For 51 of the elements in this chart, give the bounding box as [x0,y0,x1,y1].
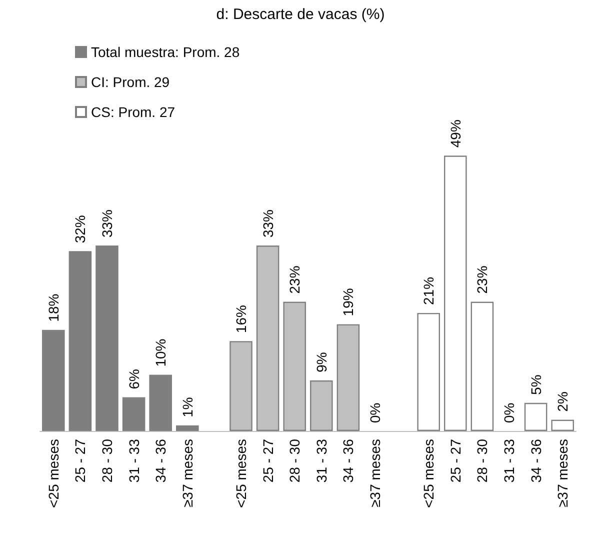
x-tick-label: 34 - 36 [152,438,169,483]
bar [176,425,199,431]
x-tick-label: 31 - 33 [313,438,330,483]
bar [417,312,440,431]
data-label: 10% [152,338,169,367]
bar [122,397,146,431]
bar [68,251,92,431]
data-label: 9% [313,352,330,372]
data-label: 16% [233,305,249,334]
x-tick-label: 28 - 30 [286,438,303,483]
x-tick-label: <25 meses [45,439,62,508]
data-label: 2% [554,392,571,412]
data-label: 33% [99,210,115,238]
x-tick-label: 31 - 33 [126,438,142,483]
x-tick-label: 25 - 27 [260,438,276,483]
data-label: 32% [72,215,88,244]
bar [96,246,118,431]
data-label: 21% [420,276,437,305]
legend-label: CS: Prom. 27 [91,104,176,120]
legend-label: CI: Prom. 29 [91,74,170,90]
data-label: 5% [528,374,544,395]
bar [470,302,494,431]
x-tick-label: ≥37 meses [554,439,571,508]
x-tick-label: 25 - 27 [447,438,464,483]
bar [524,402,548,431]
bar [444,156,467,431]
x-tick-label: ≥37 meses [367,439,383,508]
x-tick-label: 25 - 27 [72,438,88,483]
bar [551,420,574,431]
data-label: 18% [45,294,62,322]
x-tick-label: 31 - 33 [501,438,517,483]
data-label: 23% [474,266,490,294]
x-tick-label: 28 - 30 [99,438,115,483]
data-label: 0% [367,402,383,423]
data-label: 33% [260,210,276,238]
data-label: 6% [126,369,142,390]
bar [149,374,172,431]
x-tick-label: <25 meses [233,439,249,508]
data-label: 23% [286,266,303,294]
chart-title: d: Descarte de vacas (%) [216,6,385,23]
data-label: 1% [179,397,196,418]
data-label: 19% [340,288,356,316]
x-tick-label: 28 - 30 [474,438,490,483]
legend-label: Total muestra: Prom. 28 [91,44,240,60]
data-label: 49% [447,120,464,148]
x-tick-label: 34 - 36 [528,438,544,483]
x-tick-label: <25 meses [420,439,437,508]
bar [42,330,65,431]
data-label: 0% [501,402,517,423]
x-tick-label: ≥37 meses [179,439,196,508]
x-tick-label: 34 - 36 [340,438,356,483]
